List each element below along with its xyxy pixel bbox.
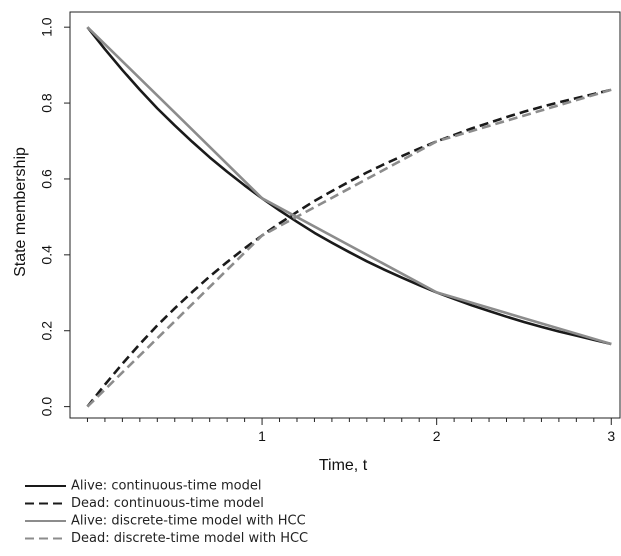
legend-label-1: Alive: continuous-time model	[71, 479, 262, 494]
legend: Alive: continuous-time model Dead: contin…	[25, 479, 308, 546]
series-line-1	[86, 26, 612, 346]
axes: 0.0 0.2 0.4 0.6 0.8 1.0 1 2 3	[39, 17, 616, 444]
x-tick-label: 2	[433, 428, 441, 444]
series-lines	[86, 26, 612, 408]
series-line-3	[86, 26, 612, 346]
plot-area	[69, 11, 621, 419]
x-tick-label: 1	[258, 428, 266, 444]
x-tick-label: 3	[607, 428, 615, 444]
legend-label-4: Dead: discrete-time model with HCC	[71, 531, 308, 546]
y-tick-label: 0.8	[39, 93, 55, 113]
y-tick-label: 0.6	[39, 169, 55, 189]
y-tick-label: 0.0	[39, 397, 55, 417]
y-tick-label: 0.4	[39, 245, 55, 265]
y-tick-label: 0.2	[39, 321, 55, 341]
y-axis-label: State membership	[12, 147, 29, 277]
legend-label-2: Dead: continuous-time model	[71, 496, 264, 511]
series-line-4	[86, 88, 612, 408]
plot-frame	[69, 11, 621, 419]
y-tick-label: 1.0	[39, 17, 55, 37]
x-axis-label: Time, t	[319, 457, 368, 474]
series-line-2	[86, 88, 612, 408]
legend-label-3: Alive: discrete-time model with HCC	[71, 514, 306, 529]
